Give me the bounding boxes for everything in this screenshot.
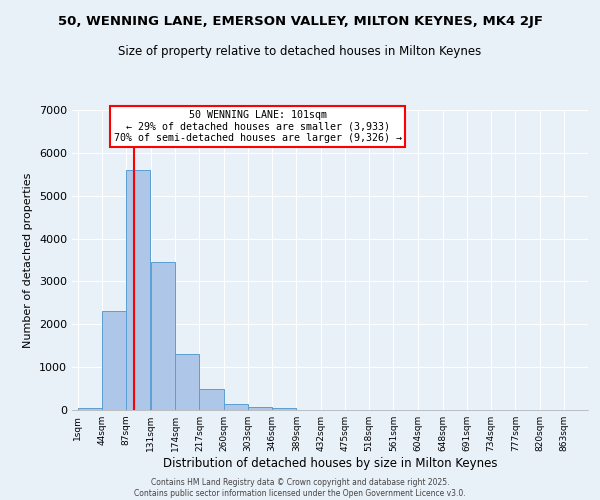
Bar xyxy=(272,408,296,410)
Y-axis label: Number of detached properties: Number of detached properties xyxy=(23,172,34,348)
Text: Contains HM Land Registry data © Crown copyright and database right 2025.
Contai: Contains HM Land Registry data © Crown c… xyxy=(134,478,466,498)
Bar xyxy=(77,408,102,410)
Text: Size of property relative to detached houses in Milton Keynes: Size of property relative to detached ho… xyxy=(118,45,482,58)
Bar xyxy=(151,262,175,410)
Text: 50 WENNING LANE: 101sqm
← 29% of detached houses are smaller (3,933)
70% of semi: 50 WENNING LANE: 101sqm ← 29% of detache… xyxy=(114,110,402,143)
X-axis label: Distribution of detached houses by size in Milton Keynes: Distribution of detached houses by size … xyxy=(163,457,497,470)
Bar xyxy=(102,312,126,410)
Bar xyxy=(126,170,151,410)
Text: 50, WENNING LANE, EMERSON VALLEY, MILTON KEYNES, MK4 2JF: 50, WENNING LANE, EMERSON VALLEY, MILTON… xyxy=(58,15,542,28)
Bar xyxy=(248,407,272,410)
Bar xyxy=(175,354,199,410)
Bar xyxy=(224,404,248,410)
Bar xyxy=(199,390,224,410)
